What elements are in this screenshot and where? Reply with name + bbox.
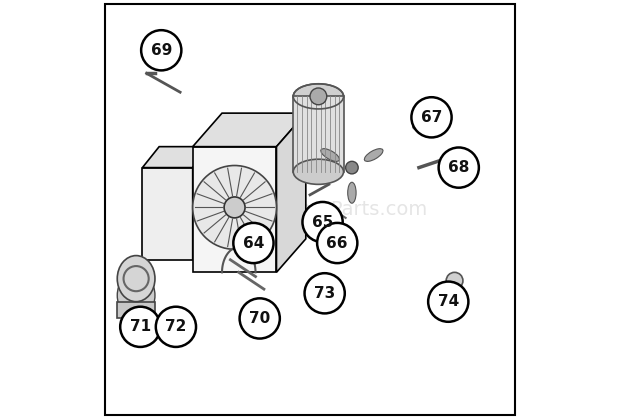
Text: 65: 65	[312, 215, 334, 230]
Bar	[117, 302, 155, 318]
Circle shape	[120, 307, 161, 347]
Circle shape	[438, 147, 479, 188]
Text: 67: 67	[421, 110, 442, 125]
Circle shape	[224, 197, 245, 218]
Text: 66: 66	[327, 235, 348, 251]
Circle shape	[345, 161, 358, 174]
Polygon shape	[143, 168, 193, 260]
Text: 74: 74	[438, 294, 459, 309]
Circle shape	[233, 223, 273, 263]
Polygon shape	[193, 147, 210, 260]
Polygon shape	[277, 113, 306, 272]
Ellipse shape	[293, 84, 343, 109]
Ellipse shape	[117, 272, 155, 318]
Circle shape	[141, 30, 182, 70]
Ellipse shape	[293, 159, 343, 184]
Circle shape	[310, 88, 327, 105]
Circle shape	[428, 282, 468, 322]
Circle shape	[193, 166, 277, 249]
Text: 64: 64	[243, 235, 264, 251]
Polygon shape	[143, 147, 210, 168]
Ellipse shape	[117, 256, 155, 302]
Polygon shape	[193, 113, 306, 147]
Circle shape	[304, 273, 345, 313]
Polygon shape	[193, 147, 277, 272]
Circle shape	[156, 307, 196, 347]
Bar	[293, 96, 343, 172]
Circle shape	[239, 298, 280, 339]
Circle shape	[303, 202, 343, 242]
Circle shape	[412, 97, 451, 137]
Text: 69: 69	[151, 43, 172, 58]
Text: 68: 68	[448, 160, 469, 175]
Ellipse shape	[321, 149, 339, 161]
Ellipse shape	[446, 272, 463, 289]
Text: 71: 71	[130, 319, 151, 334]
Text: 72: 72	[166, 319, 187, 334]
Circle shape	[317, 223, 357, 263]
Text: 73: 73	[314, 286, 335, 301]
Ellipse shape	[348, 182, 356, 203]
Ellipse shape	[365, 149, 383, 161]
Text: 70: 70	[249, 311, 270, 326]
Text: eReplacementParts.com: eReplacementParts.com	[192, 200, 428, 219]
